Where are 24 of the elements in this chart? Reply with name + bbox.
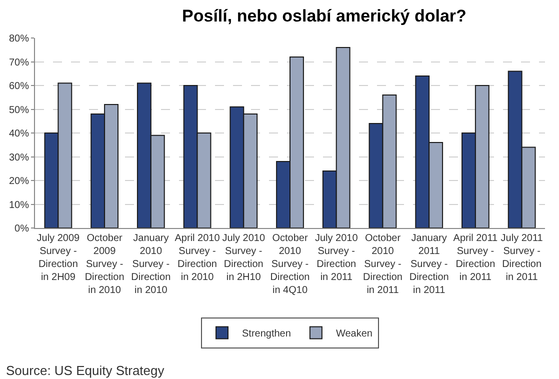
y-tick-label: 70%	[8, 57, 30, 68]
source-note: Source: US Equity Strategy	[6, 363, 165, 378]
x-tick-label: July 2011 Survey - Direction in 2011	[500, 233, 544, 283]
x-tick-label: January 2010 Survey - Direction in 2010	[131, 233, 171, 296]
y-tick-label: 50%	[8, 104, 30, 116]
x-tick-label: October 2010 Survey - Direction in 4Q10	[270, 233, 310, 296]
x-tick-label: October 2009 Survey - Direction in 2010	[84, 233, 124, 296]
y-tick-label: 80%	[8, 34, 30, 44]
x-tick-label: October 2010 Survey - Direction in 2011	[362, 233, 402, 296]
x-tick-label: April 2010 Survey - Direction in 2010	[174, 233, 220, 283]
y-tick-label: 20%	[8, 176, 30, 187]
x-tick-label: January 2011 Survey - Direction in 2011	[409, 233, 449, 296]
legend-label: Strengthen	[242, 328, 291, 340]
y-tick-label: 60%	[8, 81, 30, 92]
x-tick-label: July 2010 Survey - Direction in 2011	[314, 233, 358, 283]
y-tick-label: 0%	[14, 224, 30, 234]
y-tick-label: 30%	[8, 152, 30, 164]
x-tick-label: April 2011 Survey - Direction in 2011	[453, 233, 498, 283]
x-tick-label: July 2009 Survey - Direction in 2H09	[36, 233, 80, 283]
y-tick-label: 40%	[8, 128, 30, 140]
y-tick-label: 10%	[8, 200, 30, 211]
legend-label: Weaken	[336, 328, 372, 340]
x-tick-label: July 2010 Survey - Direction in 2H10	[222, 233, 266, 283]
chart-title: Posílí, nebo oslabí americký dolar?	[182, 6, 466, 26]
